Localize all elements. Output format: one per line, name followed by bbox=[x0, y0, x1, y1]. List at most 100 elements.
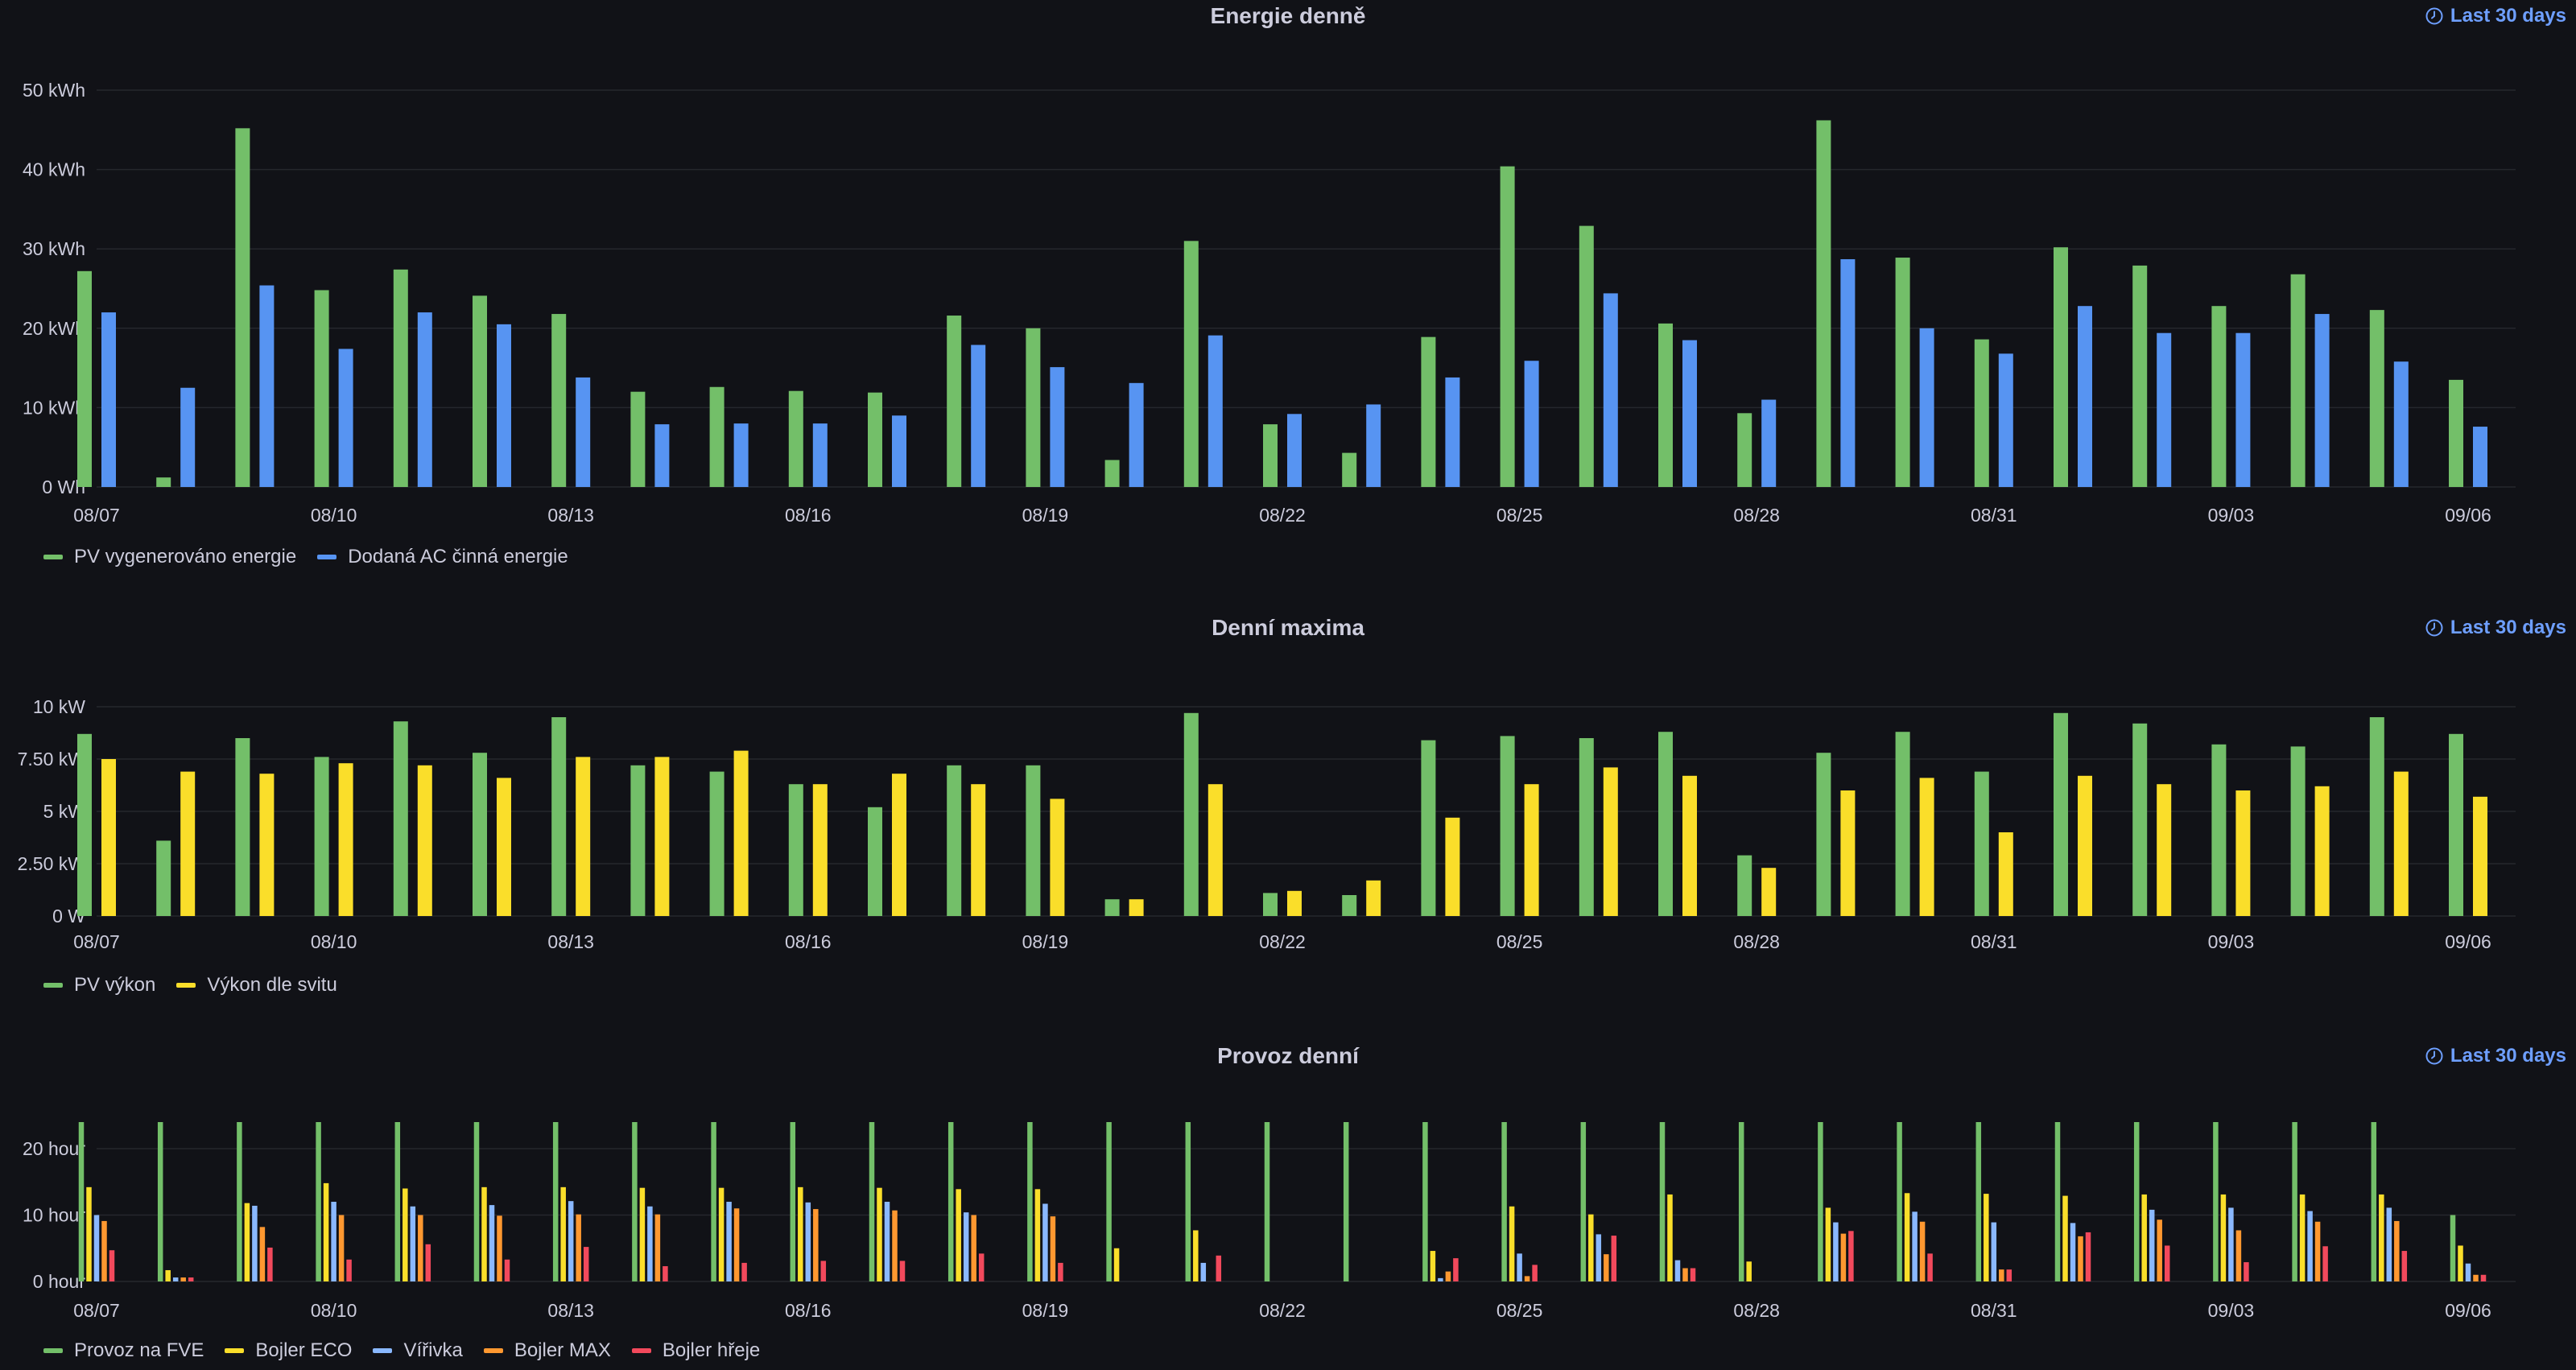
bar[interactable] bbox=[978, 1253, 985, 1281]
bar[interactable] bbox=[244, 1203, 250, 1281]
bar[interactable] bbox=[473, 1122, 480, 1281]
bar[interactable] bbox=[1422, 1122, 1428, 1281]
bar[interactable] bbox=[663, 1266, 668, 1281]
bar[interactable] bbox=[2157, 332, 2172, 487]
bar[interactable] bbox=[497, 1215, 502, 1281]
bar[interactable] bbox=[1912, 1211, 1918, 1281]
bar[interactable] bbox=[820, 1261, 827, 1281]
bar[interactable] bbox=[2314, 786, 2330, 916]
bar[interactable] bbox=[647, 1206, 653, 1281]
bar[interactable] bbox=[1026, 328, 1041, 487]
bar[interactable] bbox=[2394, 1220, 2400, 1281]
bar[interactable] bbox=[947, 765, 962, 916]
bar[interactable] bbox=[2450, 1215, 2456, 1282]
bar[interactable] bbox=[1737, 413, 1752, 487]
bar[interactable] bbox=[259, 1227, 266, 1281]
bar[interactable] bbox=[1974, 339, 1989, 487]
bar[interactable] bbox=[2211, 744, 2227, 916]
bar[interactable] bbox=[2473, 427, 2487, 487]
bar[interactable] bbox=[2292, 1122, 2297, 1281]
bar[interactable] bbox=[180, 1277, 186, 1281]
bar[interactable] bbox=[1517, 1253, 1522, 1281]
bar[interactable] bbox=[2211, 306, 2227, 487]
bar[interactable] bbox=[316, 1122, 321, 1281]
bar[interactable] bbox=[1816, 753, 1831, 916]
bar[interactable] bbox=[1208, 335, 1223, 487]
bar[interactable] bbox=[188, 1277, 194, 1281]
bar[interactable] bbox=[1919, 328, 1934, 487]
bar[interactable] bbox=[1579, 225, 1594, 487]
bar[interactable] bbox=[709, 386, 724, 487]
bar[interactable] bbox=[654, 757, 670, 916]
bar[interactable] bbox=[1208, 784, 1223, 916]
bar[interactable] bbox=[2141, 1194, 2147, 1281]
bar[interactable] bbox=[1445, 377, 1460, 487]
time-range-picker[interactable]: Last 30 days bbox=[2425, 0, 2566, 32]
bar[interactable] bbox=[1524, 784, 1539, 916]
bar[interactable] bbox=[552, 1122, 559, 1281]
bar[interactable] bbox=[2379, 1194, 2384, 1281]
bar[interactable] bbox=[632, 1122, 638, 1281]
bar[interactable] bbox=[1216, 1255, 1222, 1281]
time-range-picker[interactable]: Last 30 days bbox=[2425, 1040, 2566, 1072]
bar[interactable] bbox=[2393, 361, 2409, 487]
bar[interactable] bbox=[2220, 1194, 2227, 1281]
bar[interactable] bbox=[2314, 1221, 2321, 1281]
bar[interactable] bbox=[393, 721, 408, 916]
bar[interactable] bbox=[1848, 1231, 1854, 1281]
bar[interactable] bbox=[2213, 1122, 2219, 1281]
bar[interactable] bbox=[1183, 712, 1199, 916]
bar[interactable] bbox=[892, 1210, 898, 1281]
bar[interactable] bbox=[1580, 1122, 1587, 1281]
bar[interactable] bbox=[2164, 1245, 2170, 1281]
bar[interactable] bbox=[93, 1215, 100, 1282]
bar[interactable] bbox=[1674, 1260, 1681, 1281]
bar[interactable] bbox=[1579, 738, 1594, 916]
bar[interactable] bbox=[1974, 771, 1989, 916]
bar[interactable] bbox=[410, 1206, 416, 1281]
bar[interactable] bbox=[2157, 1219, 2162, 1281]
bar[interactable] bbox=[1500, 166, 1515, 487]
bar[interactable] bbox=[2465, 1263, 2471, 1281]
bar[interactable] bbox=[1603, 767, 1618, 916]
bar[interactable] bbox=[868, 807, 882, 916]
bar[interactable] bbox=[1113, 1248, 1120, 1281]
bar[interactable] bbox=[2458, 1245, 2463, 1281]
bar[interactable] bbox=[1840, 1233, 1847, 1281]
bar[interactable] bbox=[1998, 832, 2013, 916]
bar[interactable] bbox=[1682, 340, 1697, 487]
bar[interactable] bbox=[338, 1215, 345, 1282]
bar[interactable] bbox=[1183, 241, 1199, 487]
bar[interactable] bbox=[1501, 1122, 1507, 1281]
bar[interactable] bbox=[576, 757, 591, 916]
bar[interactable] bbox=[947, 316, 962, 487]
bar[interactable] bbox=[425, 1244, 431, 1281]
bar[interactable] bbox=[1532, 1265, 1538, 1281]
bar[interactable] bbox=[1500, 736, 1515, 916]
bar[interactable] bbox=[1034, 1189, 1041, 1281]
bar[interactable] bbox=[812, 423, 828, 487]
bar[interactable] bbox=[77, 270, 92, 487]
bar[interactable] bbox=[568, 1201, 574, 1281]
bar[interactable] bbox=[2386, 1207, 2392, 1281]
bar[interactable] bbox=[417, 312, 432, 487]
bar[interactable] bbox=[2393, 771, 2409, 916]
bar[interactable] bbox=[1421, 740, 1436, 916]
bar[interactable] bbox=[1658, 732, 1673, 916]
bar[interactable] bbox=[1603, 293, 1618, 487]
bar[interactable] bbox=[1919, 778, 1934, 916]
bar[interactable] bbox=[237, 1122, 242, 1281]
bar[interactable] bbox=[2133, 1122, 2140, 1281]
bar[interactable] bbox=[551, 314, 567, 487]
bar[interactable] bbox=[1658, 323, 1673, 487]
bar[interactable] bbox=[346, 1259, 352, 1281]
bar[interactable] bbox=[1343, 1122, 1349, 1281]
bar[interactable] bbox=[86, 1186, 92, 1281]
bar[interactable] bbox=[869, 1122, 875, 1281]
bar[interactable] bbox=[2235, 1230, 2242, 1281]
bar[interactable] bbox=[1659, 1122, 1666, 1281]
bar[interactable] bbox=[1524, 1276, 1530, 1281]
bar[interactable] bbox=[2322, 1246, 2328, 1281]
bar[interactable] bbox=[963, 1212, 969, 1281]
bar[interactable] bbox=[1193, 1230, 1199, 1281]
